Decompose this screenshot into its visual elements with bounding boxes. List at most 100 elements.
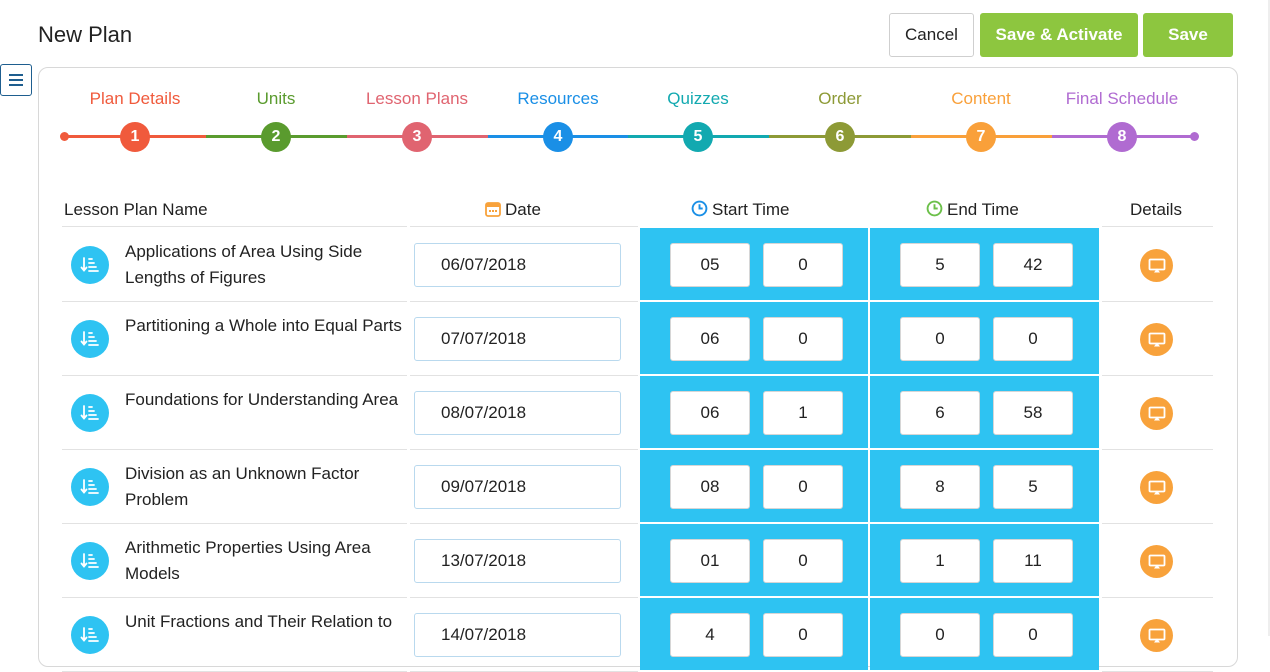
sort-lesson-icon[interactable] bbox=[71, 246, 109, 284]
sort-lesson-icon[interactable] bbox=[71, 616, 109, 654]
menu-bar-line bbox=[9, 79, 23, 81]
date-input[interactable]: 06/07/2018 bbox=[414, 243, 621, 287]
step-number-circle[interactable]: 3 bbox=[402, 122, 432, 152]
step-number-circle[interactable]: 6 bbox=[825, 122, 855, 152]
step-number-circle[interactable]: 1 bbox=[120, 122, 150, 152]
row-divider bbox=[1102, 449, 1213, 450]
end-hour-input[interactable]: 0 bbox=[900, 317, 980, 361]
step-label[interactable]: Quizzes bbox=[667, 89, 729, 108]
start-minute-input[interactable]: 0 bbox=[763, 539, 843, 583]
end-minute-input[interactable]: 0 bbox=[993, 317, 1073, 361]
step-number-circle[interactable]: 8 bbox=[1107, 122, 1137, 152]
table-row: Division as an Unknown Factor Problem 09/… bbox=[62, 450, 1213, 524]
row-divider bbox=[1102, 597, 1213, 598]
details-icon[interactable] bbox=[1140, 323, 1173, 356]
step-label[interactable]: Order bbox=[818, 89, 862, 108]
header-bar: New Plan Cancel Save & Activate Save bbox=[0, 0, 1270, 70]
clock-icon bbox=[926, 200, 943, 222]
row-divider bbox=[1102, 523, 1213, 524]
step-number-circle[interactable]: 2 bbox=[261, 122, 291, 152]
hamburger-menu-icon[interactable] bbox=[0, 64, 32, 96]
end-hour-input[interactable]: 5 bbox=[900, 243, 980, 287]
end-hour-input[interactable]: 0 bbox=[900, 613, 980, 657]
save-activate-button[interactable]: Save & Activate bbox=[980, 13, 1138, 57]
start-hour-input[interactable]: 06 bbox=[670, 317, 750, 361]
sort-lesson-icon[interactable] bbox=[71, 394, 109, 432]
start-hour-input[interactable]: 05 bbox=[670, 243, 750, 287]
end-minute-input[interactable]: 11 bbox=[993, 539, 1073, 583]
header-date: Date bbox=[485, 200, 541, 222]
step-number-circle[interactable]: 5 bbox=[683, 122, 713, 152]
step-label[interactable]: Plan Details bbox=[89, 89, 181, 108]
table-row: Unit Fractions and Their Relation to 14/0… bbox=[62, 598, 1213, 672]
start-minute-input[interactable]: 0 bbox=[763, 317, 843, 361]
start-minute-input[interactable]: 0 bbox=[763, 613, 843, 657]
sort-lesson-icon[interactable] bbox=[71, 468, 109, 506]
row-divider bbox=[62, 449, 407, 450]
header-divider bbox=[1102, 226, 1213, 227]
end-minute-input[interactable]: 42 bbox=[993, 243, 1073, 287]
details-icon[interactable] bbox=[1140, 249, 1173, 282]
start-hour-input[interactable]: 4 bbox=[670, 613, 750, 657]
end-hour-input[interactable]: 8 bbox=[900, 465, 980, 509]
start-minute-input[interactable]: 1 bbox=[763, 391, 843, 435]
date-input[interactable]: 08/07/2018 bbox=[414, 391, 621, 435]
details-icon[interactable] bbox=[1140, 545, 1173, 578]
date-input[interactable]: 09/07/2018 bbox=[414, 465, 621, 509]
header-end-time: End Time bbox=[926, 200, 1019, 222]
save-button[interactable]: Save bbox=[1143, 13, 1233, 57]
details-icon[interactable] bbox=[1140, 471, 1173, 504]
details-icon[interactable] bbox=[1140, 397, 1173, 430]
menu-bar-line bbox=[9, 74, 23, 76]
step-label[interactable]: Final Schedule bbox=[1065, 89, 1179, 108]
row-divider bbox=[62, 597, 407, 598]
end-minute-input[interactable]: 5 bbox=[993, 465, 1073, 509]
step-label[interactable]: Content bbox=[951, 89, 1011, 108]
menu-bar-line bbox=[9, 84, 23, 86]
row-divider bbox=[410, 301, 638, 302]
end-hour-input[interactable]: 1 bbox=[900, 539, 980, 583]
cancel-button[interactable]: Cancel bbox=[889, 13, 974, 57]
end-hour-input[interactable]: 6 bbox=[900, 391, 980, 435]
row-divider bbox=[62, 301, 407, 302]
table-row: Arithmetic Properties Using Area Models 1… bbox=[62, 524, 1213, 598]
start-hour-input[interactable]: 08 bbox=[670, 465, 750, 509]
header-start-time: Start Time bbox=[691, 200, 789, 222]
table-row: Applications of Area Using Side Lengths … bbox=[62, 228, 1213, 302]
step-number-circle[interactable]: 4 bbox=[543, 122, 573, 152]
start-hour-input[interactable]: 01 bbox=[670, 539, 750, 583]
sort-lesson-icon[interactable] bbox=[71, 542, 109, 580]
step-label[interactable]: Units bbox=[256, 89, 296, 108]
date-input[interactable]: 07/07/2018 bbox=[414, 317, 621, 361]
lesson-plan-name: Unit Fractions and Their Relation to bbox=[125, 612, 393, 631]
start-hour-input[interactable]: 06 bbox=[670, 391, 750, 435]
header-start-time-label: Start Time bbox=[712, 200, 790, 219]
row-divider bbox=[410, 523, 638, 524]
clock-icon bbox=[691, 200, 708, 222]
header-date-label: Date bbox=[505, 200, 541, 219]
progress-stepper: Plan Details 1 Units 2 Lesson Plans 3 Resource… bbox=[39, 68, 1239, 178]
lesson-plan-name: Partitioning a Whole into Equal Parts bbox=[125, 316, 402, 335]
start-minute-input[interactable]: 0 bbox=[763, 243, 843, 287]
row-divider bbox=[62, 523, 407, 524]
start-minute-input[interactable]: 0 bbox=[763, 465, 843, 509]
header-divider bbox=[62, 226, 407, 227]
lesson-plan-name: Applications of Area Using Side Lengths … bbox=[125, 242, 363, 287]
table-row: Partitioning a Whole into Equal Parts 07/… bbox=[62, 302, 1213, 376]
lesson-plan-name: Foundations for Understanding Area bbox=[125, 390, 399, 409]
page-title: New Plan bbox=[38, 22, 133, 47]
table-row: Foundations for Understanding Area 08/07/… bbox=[62, 376, 1213, 450]
scrollbar[interactable] bbox=[1268, 0, 1270, 636]
step-label[interactable]: Lesson Plans bbox=[365, 89, 469, 108]
date-input[interactable]: 13/07/2018 bbox=[414, 539, 621, 583]
end-minute-input[interactable]: 0 bbox=[993, 613, 1073, 657]
stepper-end-dot bbox=[1190, 132, 1199, 141]
end-minute-input[interactable]: 58 bbox=[993, 391, 1073, 435]
step-number-circle[interactable]: 7 bbox=[966, 122, 996, 152]
sort-lesson-icon[interactable] bbox=[71, 320, 109, 358]
lesson-plan-name: Arithmetic Properties Using Area Models bbox=[125, 538, 371, 583]
header-lesson-plan-name: Lesson Plan Name bbox=[64, 200, 208, 219]
step-label[interactable]: Resources bbox=[517, 89, 599, 108]
date-input[interactable]: 14/07/2018 bbox=[414, 613, 621, 657]
stepper-start-dot bbox=[60, 132, 69, 141]
